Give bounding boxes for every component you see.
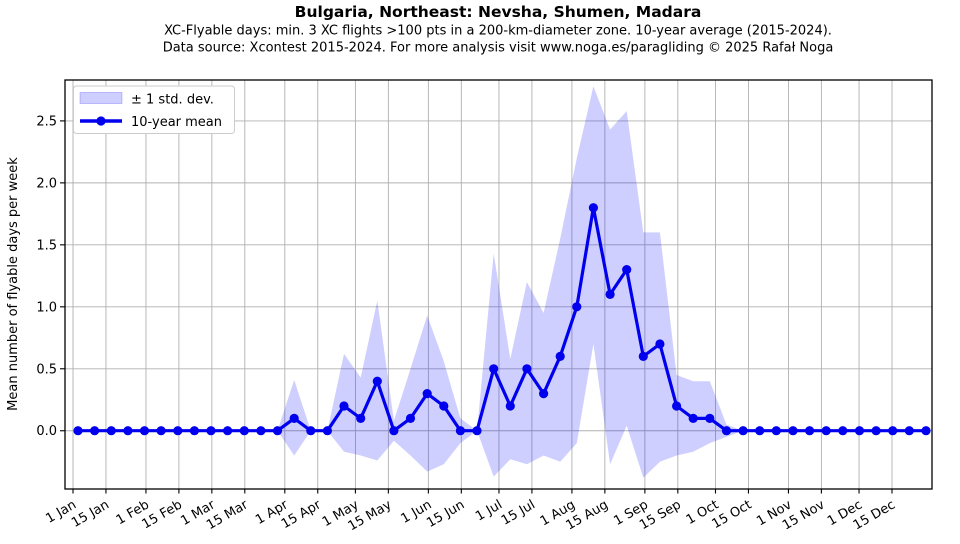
mean-point	[771, 426, 781, 436]
mean-point	[489, 364, 499, 374]
mean-point	[755, 426, 765, 436]
y-axis-label: Mean number of flyable days per week	[6, 157, 21, 411]
mean-point	[655, 339, 665, 349]
mean-point	[472, 426, 482, 436]
mean-point	[256, 426, 266, 436]
mean-point	[721, 426, 732, 436]
legend: ± 1 std. dev. 10-year mean	[73, 85, 235, 134]
y-tick-label: 0.5	[36, 362, 57, 377]
mean-point	[738, 426, 748, 436]
mean-point	[223, 426, 233, 436]
mean-point	[854, 426, 865, 436]
legend-mean-marker	[96, 116, 106, 126]
mean-point	[588, 203, 599, 213]
mean-point	[156, 426, 166, 436]
mean-point	[123, 426, 133, 436]
mean-point	[306, 426, 316, 436]
mean-point	[805, 426, 815, 436]
mean-point	[356, 413, 366, 423]
mean-point	[239, 426, 249, 436]
mean-point	[622, 265, 632, 275]
mean-point	[921, 426, 931, 436]
mean-point	[289, 413, 299, 423]
mean-point	[139, 426, 150, 436]
mean-point	[372, 376, 382, 386]
mean-point	[73, 426, 83, 436]
mean-point	[173, 426, 183, 436]
mean-point	[522, 364, 532, 374]
mean-point	[106, 426, 116, 436]
x-tick-label: 15 Jan	[69, 497, 112, 530]
mean-point	[389, 426, 399, 436]
y-tick-label: 0.0	[36, 424, 57, 439]
mean-point	[339, 401, 349, 411]
y-tick-label: 1.0	[36, 300, 57, 315]
mean-point	[90, 426, 100, 436]
x-tick-label: 15 Jun	[424, 497, 467, 530]
mean-point	[638, 351, 648, 361]
x-tick-label: 15 Jul	[499, 497, 538, 528]
mean-point	[455, 426, 465, 436]
chart-subtitle-definition: XC-Flyable days: min. 3 XC flights >100 …	[164, 24, 832, 39]
mean-point	[821, 426, 831, 436]
mean-point	[672, 401, 682, 411]
x-tick-label: 1 Jul	[473, 497, 505, 524]
y-tick-label: 1.5	[36, 238, 57, 253]
mean-point	[838, 426, 848, 436]
mean-point	[705, 413, 715, 423]
mean-point	[206, 426, 216, 436]
mean-point	[272, 426, 283, 436]
mean-point	[605, 289, 615, 299]
mean-point	[439, 401, 449, 411]
mean-line	[76, 206, 928, 433]
mean-point	[572, 302, 582, 312]
mean-point	[539, 389, 549, 399]
legend-mean-label: 10-year mean	[131, 115, 222, 130]
legend-std-band-swatch	[79, 92, 123, 104]
chart-subtitle-source: Data source: Xcontest 2015-2024. For mor…	[163, 41, 834, 56]
mean-point	[405, 413, 416, 423]
mean-point	[422, 389, 432, 399]
mean-point	[788, 426, 798, 436]
mean-point	[904, 426, 914, 436]
y-tick-label: 2.0	[36, 176, 57, 191]
mean-point	[871, 426, 881, 436]
y-tick-label: 2.5	[36, 114, 57, 129]
std-dev-band	[78, 86, 926, 478]
mean-point	[189, 426, 199, 436]
page-title: Bulgaria, Northeast: Nevsha, Shumen, Mad…	[295, 3, 702, 21]
mean-point	[888, 426, 898, 436]
mean-point	[322, 426, 332, 436]
mean-point	[505, 401, 515, 411]
mean-point	[688, 413, 698, 423]
mean-point	[555, 351, 565, 361]
legend-std-band-label: ± 1 std. dev.	[131, 93, 214, 108]
